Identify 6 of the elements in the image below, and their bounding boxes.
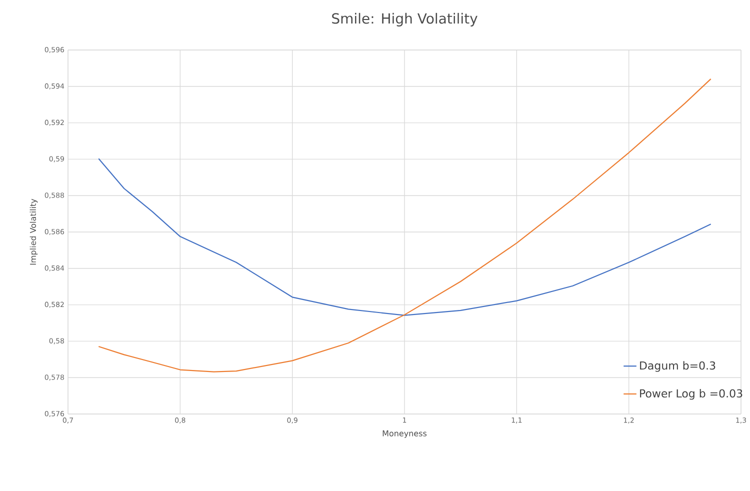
chart-title: Smile: High Volatility: [332, 12, 478, 26]
legend-label: Dagum b=0.3: [640, 361, 716, 372]
x-axis-title: Moneyness: [382, 430, 427, 438]
line-series: [98, 158, 712, 316]
y-axis-title: Implied Volatility: [30, 198, 38, 265]
legend-label: Power Log b =0.03: [640, 389, 742, 400]
